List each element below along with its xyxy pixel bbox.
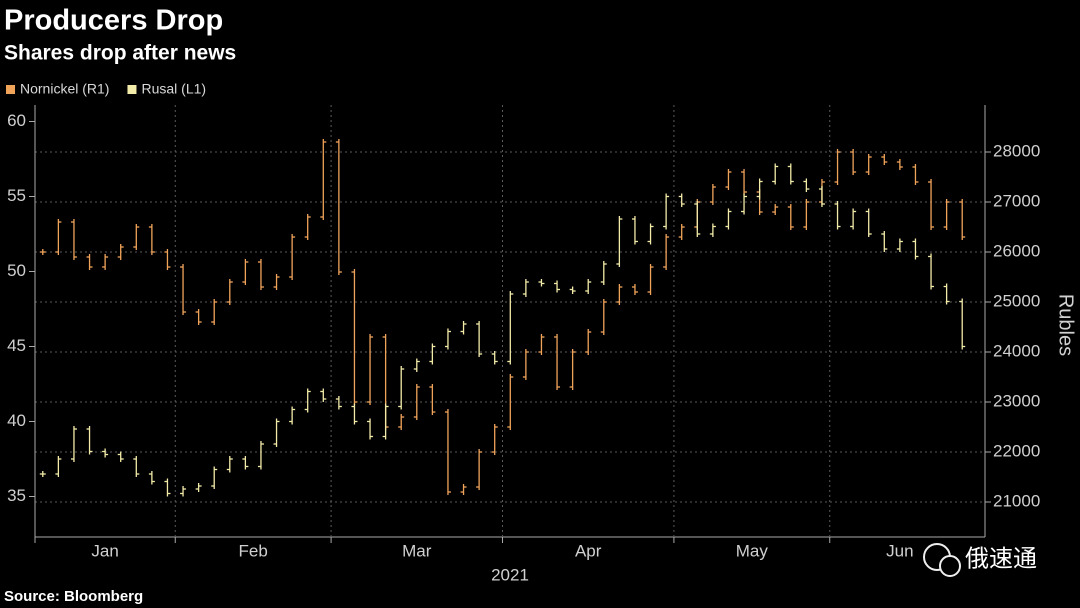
watermark-text: 俄速通 [965, 545, 1037, 572]
series-1 [39, 163, 966, 497]
y-tick-label: 50 [7, 261, 26, 280]
legend-swatch [127, 85, 137, 94]
y2-tick-label: 26000 [993, 241, 1040, 260]
y2-axis-label: Rubles [1055, 294, 1077, 356]
y2-tick-label: 28000 [993, 141, 1040, 160]
y2-tick-label: 24000 [993, 341, 1040, 360]
y-tick-label: 60 [7, 111, 26, 130]
legend-swatch [6, 85, 15, 94]
x-axis-label: 2021 [491, 565, 529, 584]
watermark: 俄速通 [923, 543, 1037, 577]
y-tick-label: 45 [7, 336, 26, 355]
x-tick-label: Apr [575, 541, 602, 560]
x-tick-label: May [736, 541, 769, 560]
y2-tick-label: 27000 [993, 191, 1040, 210]
legend-label: Rusal (L1) [141, 81, 206, 97]
y-tick-label: 40 [7, 411, 26, 430]
x-tick-label: Jun [886, 541, 913, 560]
y2-tick-label: 23000 [993, 391, 1040, 410]
chart-title: Producers Drop [4, 5, 223, 37]
y-tick-label: 35 [7, 486, 26, 505]
y2-tick-label: 21000 [993, 491, 1040, 510]
x-tick-label: Feb [239, 541, 268, 560]
chart-subtitle: Shares drop after news [4, 42, 236, 65]
legend-label: Nornickel (R1) [20, 81, 109, 97]
series-0 [39, 139, 966, 495]
y2-tick-label: 22000 [993, 441, 1040, 460]
x-tick-label: Mar [402, 541, 432, 560]
source: Source: Bloomberg [4, 588, 143, 605]
y2-tick-label: 25000 [993, 291, 1040, 310]
watermark-icon [939, 555, 961, 577]
y-tick-label: 55 [7, 186, 26, 205]
x-tick-label: Jan [91, 541, 118, 560]
